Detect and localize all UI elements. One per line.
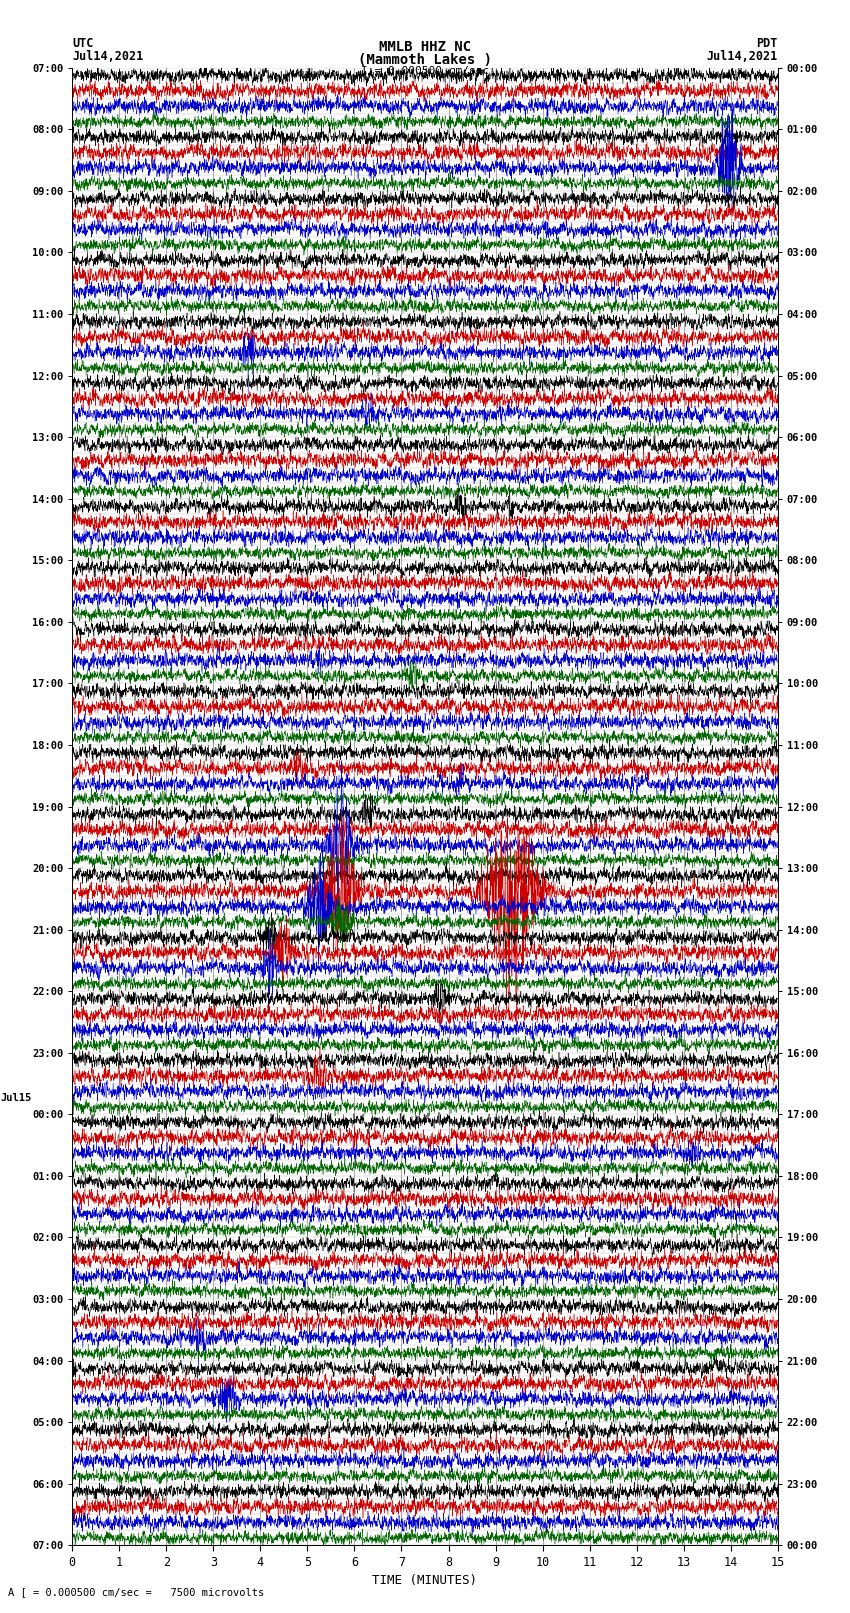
Text: Jul14,2021: Jul14,2021: [72, 50, 144, 63]
Text: MMLB HHZ NC: MMLB HHZ NC: [379, 39, 471, 53]
Text: A [ = 0.000500 cm/sec =   7500 microvolts: A [ = 0.000500 cm/sec = 7500 microvolts: [8, 1587, 264, 1597]
Text: I = 0.000500 cm/sec: I = 0.000500 cm/sec: [361, 66, 489, 76]
Text: (Mammoth Lakes ): (Mammoth Lakes ): [358, 53, 492, 68]
Text: UTC: UTC: [72, 37, 94, 50]
Text: Jul14,2021: Jul14,2021: [706, 50, 778, 63]
Text: PDT: PDT: [756, 37, 778, 50]
X-axis label: TIME (MINUTES): TIME (MINUTES): [372, 1574, 478, 1587]
Text: Jul15: Jul15: [0, 1094, 31, 1103]
